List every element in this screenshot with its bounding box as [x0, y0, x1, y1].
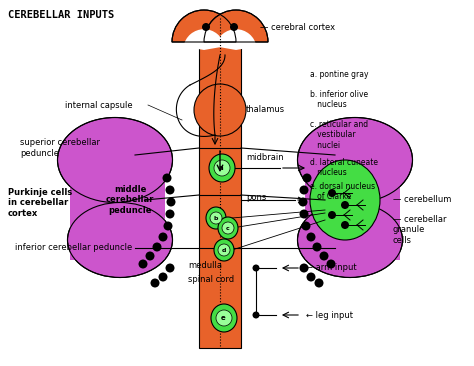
- Circle shape: [341, 201, 349, 209]
- Ellipse shape: [194, 84, 246, 136]
- Circle shape: [307, 273, 316, 281]
- Circle shape: [165, 264, 174, 273]
- Circle shape: [230, 23, 238, 31]
- Ellipse shape: [298, 117, 412, 202]
- Ellipse shape: [214, 239, 234, 261]
- Circle shape: [146, 251, 155, 261]
- Text: a. pontine gray: a. pontine gray: [310, 70, 368, 79]
- Circle shape: [301, 221, 310, 231]
- Text: d. lateral cuneate
   nucleus: d. lateral cuneate nucleus: [310, 158, 378, 178]
- Wedge shape: [172, 10, 236, 42]
- Circle shape: [327, 259, 336, 269]
- Ellipse shape: [57, 117, 173, 202]
- Text: c: c: [226, 225, 230, 231]
- Text: a: a: [219, 165, 223, 171]
- Circle shape: [165, 186, 174, 194]
- Ellipse shape: [218, 217, 238, 239]
- Text: thalamus: thalamus: [246, 105, 285, 115]
- Circle shape: [202, 23, 210, 31]
- Circle shape: [163, 173, 172, 183]
- Circle shape: [138, 259, 147, 269]
- Ellipse shape: [298, 202, 402, 277]
- Circle shape: [253, 311, 259, 318]
- Text: ← leg input: ← leg input: [306, 310, 353, 320]
- Ellipse shape: [310, 160, 380, 240]
- Circle shape: [328, 189, 336, 197]
- Circle shape: [300, 264, 309, 273]
- Circle shape: [214, 160, 230, 176]
- Text: midbrain: midbrain: [246, 153, 283, 163]
- Ellipse shape: [206, 207, 226, 229]
- Circle shape: [302, 173, 311, 183]
- Text: — cerebellar
granule
cells: — cerebellar granule cells: [393, 215, 447, 245]
- Circle shape: [165, 209, 174, 219]
- Text: pons: pons: [246, 194, 266, 202]
- Circle shape: [151, 279, 159, 288]
- Text: e: e: [220, 315, 225, 321]
- Circle shape: [300, 186, 309, 194]
- Text: medulla: medulla: [188, 261, 222, 269]
- Text: internal capsule: internal capsule: [65, 101, 133, 109]
- Wedge shape: [183, 29, 225, 50]
- Ellipse shape: [209, 154, 235, 182]
- Circle shape: [210, 212, 222, 224]
- Circle shape: [341, 221, 349, 229]
- Text: ← arm input: ← arm input: [306, 264, 356, 273]
- Text: d: d: [222, 247, 226, 253]
- Circle shape: [164, 221, 173, 231]
- Circle shape: [300, 209, 309, 219]
- Text: superior cerebellar
peduncle: superior cerebellar peduncle: [20, 138, 100, 158]
- Bar: [199, 18, 241, 348]
- Circle shape: [253, 265, 259, 272]
- Text: Purkinje cells
in cerebellar
cortex: Purkinje cells in cerebellar cortex: [8, 188, 72, 218]
- Bar: [70, 180, 165, 260]
- Circle shape: [299, 198, 308, 206]
- Circle shape: [307, 232, 316, 242]
- Text: middle
cerebellar
peduncle: middle cerebellar peduncle: [106, 185, 154, 215]
- Text: inferior cerebellar peduncle: inferior cerebellar peduncle: [15, 243, 132, 253]
- Circle shape: [166, 198, 175, 206]
- Circle shape: [312, 243, 321, 251]
- Wedge shape: [204, 10, 268, 42]
- Text: b: b: [214, 216, 218, 220]
- Text: e. dorsal nucleus
   of Clarke: e. dorsal nucleus of Clarke: [310, 182, 375, 201]
- Text: CEREBELLAR INPUTS: CEREBELLAR INPUTS: [8, 10, 114, 20]
- Circle shape: [153, 243, 162, 251]
- Text: c. reticular and
   vestibular
   nuclei: c. reticular and vestibular nuclei: [310, 120, 368, 150]
- Circle shape: [222, 222, 234, 234]
- Wedge shape: [216, 29, 256, 50]
- Ellipse shape: [211, 304, 237, 332]
- Ellipse shape: [67, 202, 173, 277]
- Circle shape: [216, 310, 232, 326]
- Circle shape: [315, 279, 323, 288]
- Text: — cerebellum: — cerebellum: [393, 195, 451, 205]
- Circle shape: [158, 273, 167, 281]
- Circle shape: [319, 251, 328, 261]
- Circle shape: [218, 244, 230, 256]
- Text: — cerebral cortex: — cerebral cortex: [260, 23, 335, 33]
- Circle shape: [158, 232, 167, 242]
- Bar: [305, 180, 400, 260]
- Text: b. inferior olive
   nucleus: b. inferior olive nucleus: [310, 90, 368, 109]
- Text: spinal cord: spinal cord: [188, 276, 234, 284]
- Circle shape: [328, 211, 336, 219]
